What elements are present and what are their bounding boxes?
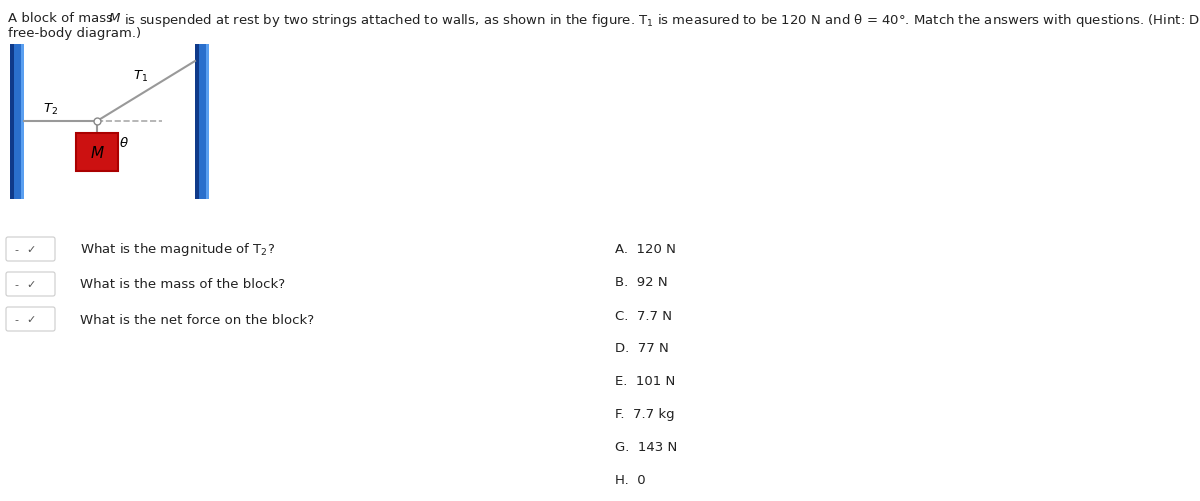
Bar bbox=[76, 134, 118, 172]
Text: ✓: ✓ bbox=[26, 280, 35, 290]
Text: $T_2$: $T_2$ bbox=[43, 102, 58, 117]
Text: F.  7.7 kg: F. 7.7 kg bbox=[616, 408, 674, 421]
Text: H.  0: H. 0 bbox=[616, 473, 646, 486]
FancyBboxPatch shape bbox=[6, 308, 55, 331]
Text: $M$: $M$ bbox=[108, 12, 121, 25]
Text: A.  120 N: A. 120 N bbox=[616, 243, 676, 256]
Bar bbox=[20, 45, 24, 199]
Bar bbox=[194, 45, 198, 199]
Bar bbox=[10, 45, 24, 199]
Text: $M$: $M$ bbox=[90, 145, 104, 161]
Text: B.  92 N: B. 92 N bbox=[616, 276, 667, 289]
Text: D.  77 N: D. 77 N bbox=[616, 342, 668, 355]
FancyBboxPatch shape bbox=[6, 273, 55, 297]
Text: $T_1$: $T_1$ bbox=[133, 69, 149, 84]
Text: free-body diagram.): free-body diagram.) bbox=[8, 27, 142, 40]
Text: G.  143 N: G. 143 N bbox=[616, 440, 677, 453]
Text: is suspended at rest by two strings attached to walls, as shown in the figure. T: is suspended at rest by two strings atta… bbox=[120, 12, 1200, 29]
Text: What is the magnitude of T$_2$?: What is the magnitude of T$_2$? bbox=[80, 241, 275, 258]
Text: $\theta$: $\theta$ bbox=[119, 136, 128, 150]
Text: -: - bbox=[14, 244, 18, 255]
Text: A block of mass: A block of mass bbox=[8, 12, 118, 25]
Bar bbox=[10, 45, 13, 199]
Bar bbox=[205, 45, 209, 199]
Bar bbox=[194, 45, 209, 199]
Text: -: - bbox=[14, 314, 18, 324]
Text: ✓: ✓ bbox=[26, 244, 35, 255]
Text: What is the net force on the block?: What is the net force on the block? bbox=[80, 313, 314, 326]
Text: ✓: ✓ bbox=[26, 314, 35, 324]
FancyBboxPatch shape bbox=[6, 237, 55, 262]
Text: -: - bbox=[14, 280, 18, 290]
Text: What is the mass of the block?: What is the mass of the block? bbox=[80, 278, 286, 291]
Text: E.  101 N: E. 101 N bbox=[616, 375, 676, 388]
Text: C.  7.7 N: C. 7.7 N bbox=[616, 309, 672, 322]
